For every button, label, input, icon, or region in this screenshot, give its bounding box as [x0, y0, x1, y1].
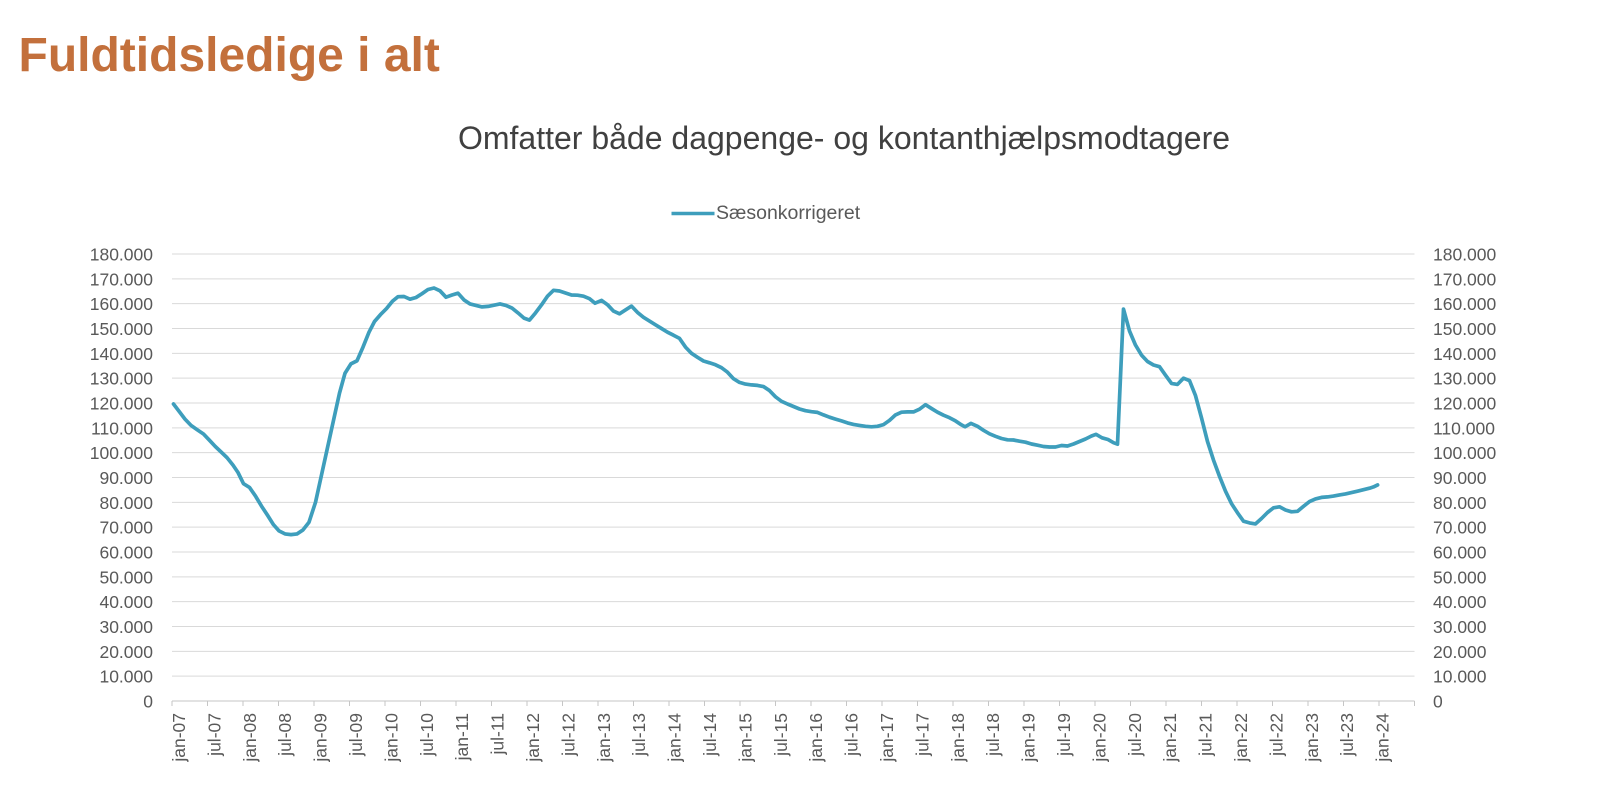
svg-text:jan-21: jan-21	[1160, 713, 1180, 763]
svg-text:150.000: 150.000	[90, 319, 154, 339]
svg-text:180.000: 180.000	[1433, 245, 1497, 265]
svg-text:jan-22: jan-22	[1231, 713, 1251, 763]
svg-text:jan-13: jan-13	[594, 713, 614, 763]
svg-text:180.000: 180.000	[90, 245, 154, 265]
svg-text:jan-14: jan-14	[665, 713, 685, 763]
svg-text:jan-24: jan-24	[1373, 713, 1393, 763]
svg-text:90.000: 90.000	[1433, 468, 1487, 488]
svg-text:130.000: 130.000	[1433, 369, 1497, 389]
svg-text:Fuldtidsledige i alt: Fuldtidsledige i alt	[19, 29, 440, 82]
svg-text:40.000: 40.000	[99, 592, 153, 612]
svg-text:100.000: 100.000	[1433, 443, 1497, 463]
svg-text:0: 0	[1433, 692, 1443, 712]
svg-text:jul-18: jul-18	[983, 713, 1003, 757]
svg-text:110.000: 110.000	[1433, 418, 1495, 438]
svg-text:60.000: 60.000	[99, 543, 153, 563]
svg-text:90.000: 90.000	[99, 468, 153, 488]
svg-text:jan-20: jan-20	[1089, 713, 1109, 763]
svg-text:jan-17: jan-17	[877, 713, 897, 763]
svg-text:80.000: 80.000	[99, 493, 153, 513]
svg-text:150.000: 150.000	[1433, 319, 1497, 339]
svg-text:40.000: 40.000	[1433, 592, 1487, 612]
svg-text:Sæsonkorrigeret: Sæsonkorrigeret	[716, 202, 861, 224]
svg-text:10.000: 10.000	[1433, 667, 1487, 687]
svg-text:jul-16: jul-16	[842, 713, 862, 757]
svg-text:jan-11: jan-11	[452, 713, 472, 761]
svg-text:jan-15: jan-15	[735, 713, 755, 763]
svg-text:jan-19: jan-19	[1019, 713, 1039, 763]
svg-text:jul-20: jul-20	[1125, 713, 1145, 757]
svg-text:160.000: 160.000	[90, 294, 154, 314]
svg-text:jul-08: jul-08	[275, 713, 295, 757]
svg-text:140.000: 140.000	[1433, 344, 1497, 364]
svg-text:30.000: 30.000	[99, 617, 153, 637]
svg-text:jul-22: jul-22	[1266, 713, 1286, 757]
svg-text:70.000: 70.000	[1433, 518, 1487, 538]
svg-text:jan-18: jan-18	[948, 713, 968, 763]
svg-text:jan-08: jan-08	[240, 713, 260, 763]
svg-text:jan-07: jan-07	[169, 713, 189, 763]
svg-text:Omfatter både dagpenge- og kon: Omfatter både dagpenge- og kontanthjælps…	[458, 120, 1230, 156]
svg-text:jan-23: jan-23	[1302, 713, 1322, 763]
svg-text:jul-13: jul-13	[629, 713, 649, 757]
svg-text:jul-07: jul-07	[204, 713, 224, 757]
svg-text:jul-21: jul-21	[1196, 713, 1216, 757]
svg-text:80.000: 80.000	[1433, 493, 1487, 513]
svg-text:jul-12: jul-12	[558, 713, 578, 757]
svg-text:10.000: 10.000	[99, 667, 153, 687]
svg-text:jul-10: jul-10	[417, 713, 437, 757]
svg-text:100.000: 100.000	[90, 443, 154, 463]
svg-text:170.000: 170.000	[1433, 269, 1497, 289]
svg-text:jul-09: jul-09	[346, 713, 366, 757]
svg-text:jul-19: jul-19	[1054, 713, 1074, 757]
svg-text:50.000: 50.000	[99, 567, 153, 587]
svg-text:jul-17: jul-17	[912, 713, 932, 757]
svg-text:140.000: 140.000	[90, 344, 154, 364]
svg-text:20.000: 20.000	[99, 642, 153, 662]
svg-text:120.000: 120.000	[90, 394, 154, 414]
svg-text:130.000: 130.000	[90, 369, 154, 389]
svg-text:120.000: 120.000	[1433, 394, 1497, 414]
svg-text:70.000: 70.000	[99, 518, 153, 538]
svg-text:170.000: 170.000	[90, 269, 154, 289]
svg-text:110.000: 110.000	[91, 418, 153, 438]
svg-text:30.000: 30.000	[1433, 617, 1487, 637]
svg-text:jan-12: jan-12	[523, 713, 543, 763]
svg-text:jan-09: jan-09	[311, 713, 331, 763]
svg-text:jul-11: jul-11	[488, 713, 508, 756]
svg-text:20.000: 20.000	[1433, 642, 1487, 662]
svg-text:jul-23: jul-23	[1337, 713, 1357, 757]
svg-text:jan-10: jan-10	[381, 713, 401, 763]
svg-text:50.000: 50.000	[1433, 567, 1487, 587]
svg-text:0: 0	[143, 692, 153, 712]
svg-text:jan-16: jan-16	[806, 713, 826, 763]
svg-text:60.000: 60.000	[1433, 543, 1487, 563]
svg-text:160.000: 160.000	[1433, 294, 1497, 314]
svg-text:jul-15: jul-15	[771, 713, 791, 757]
svg-text:jul-14: jul-14	[700, 713, 720, 757]
